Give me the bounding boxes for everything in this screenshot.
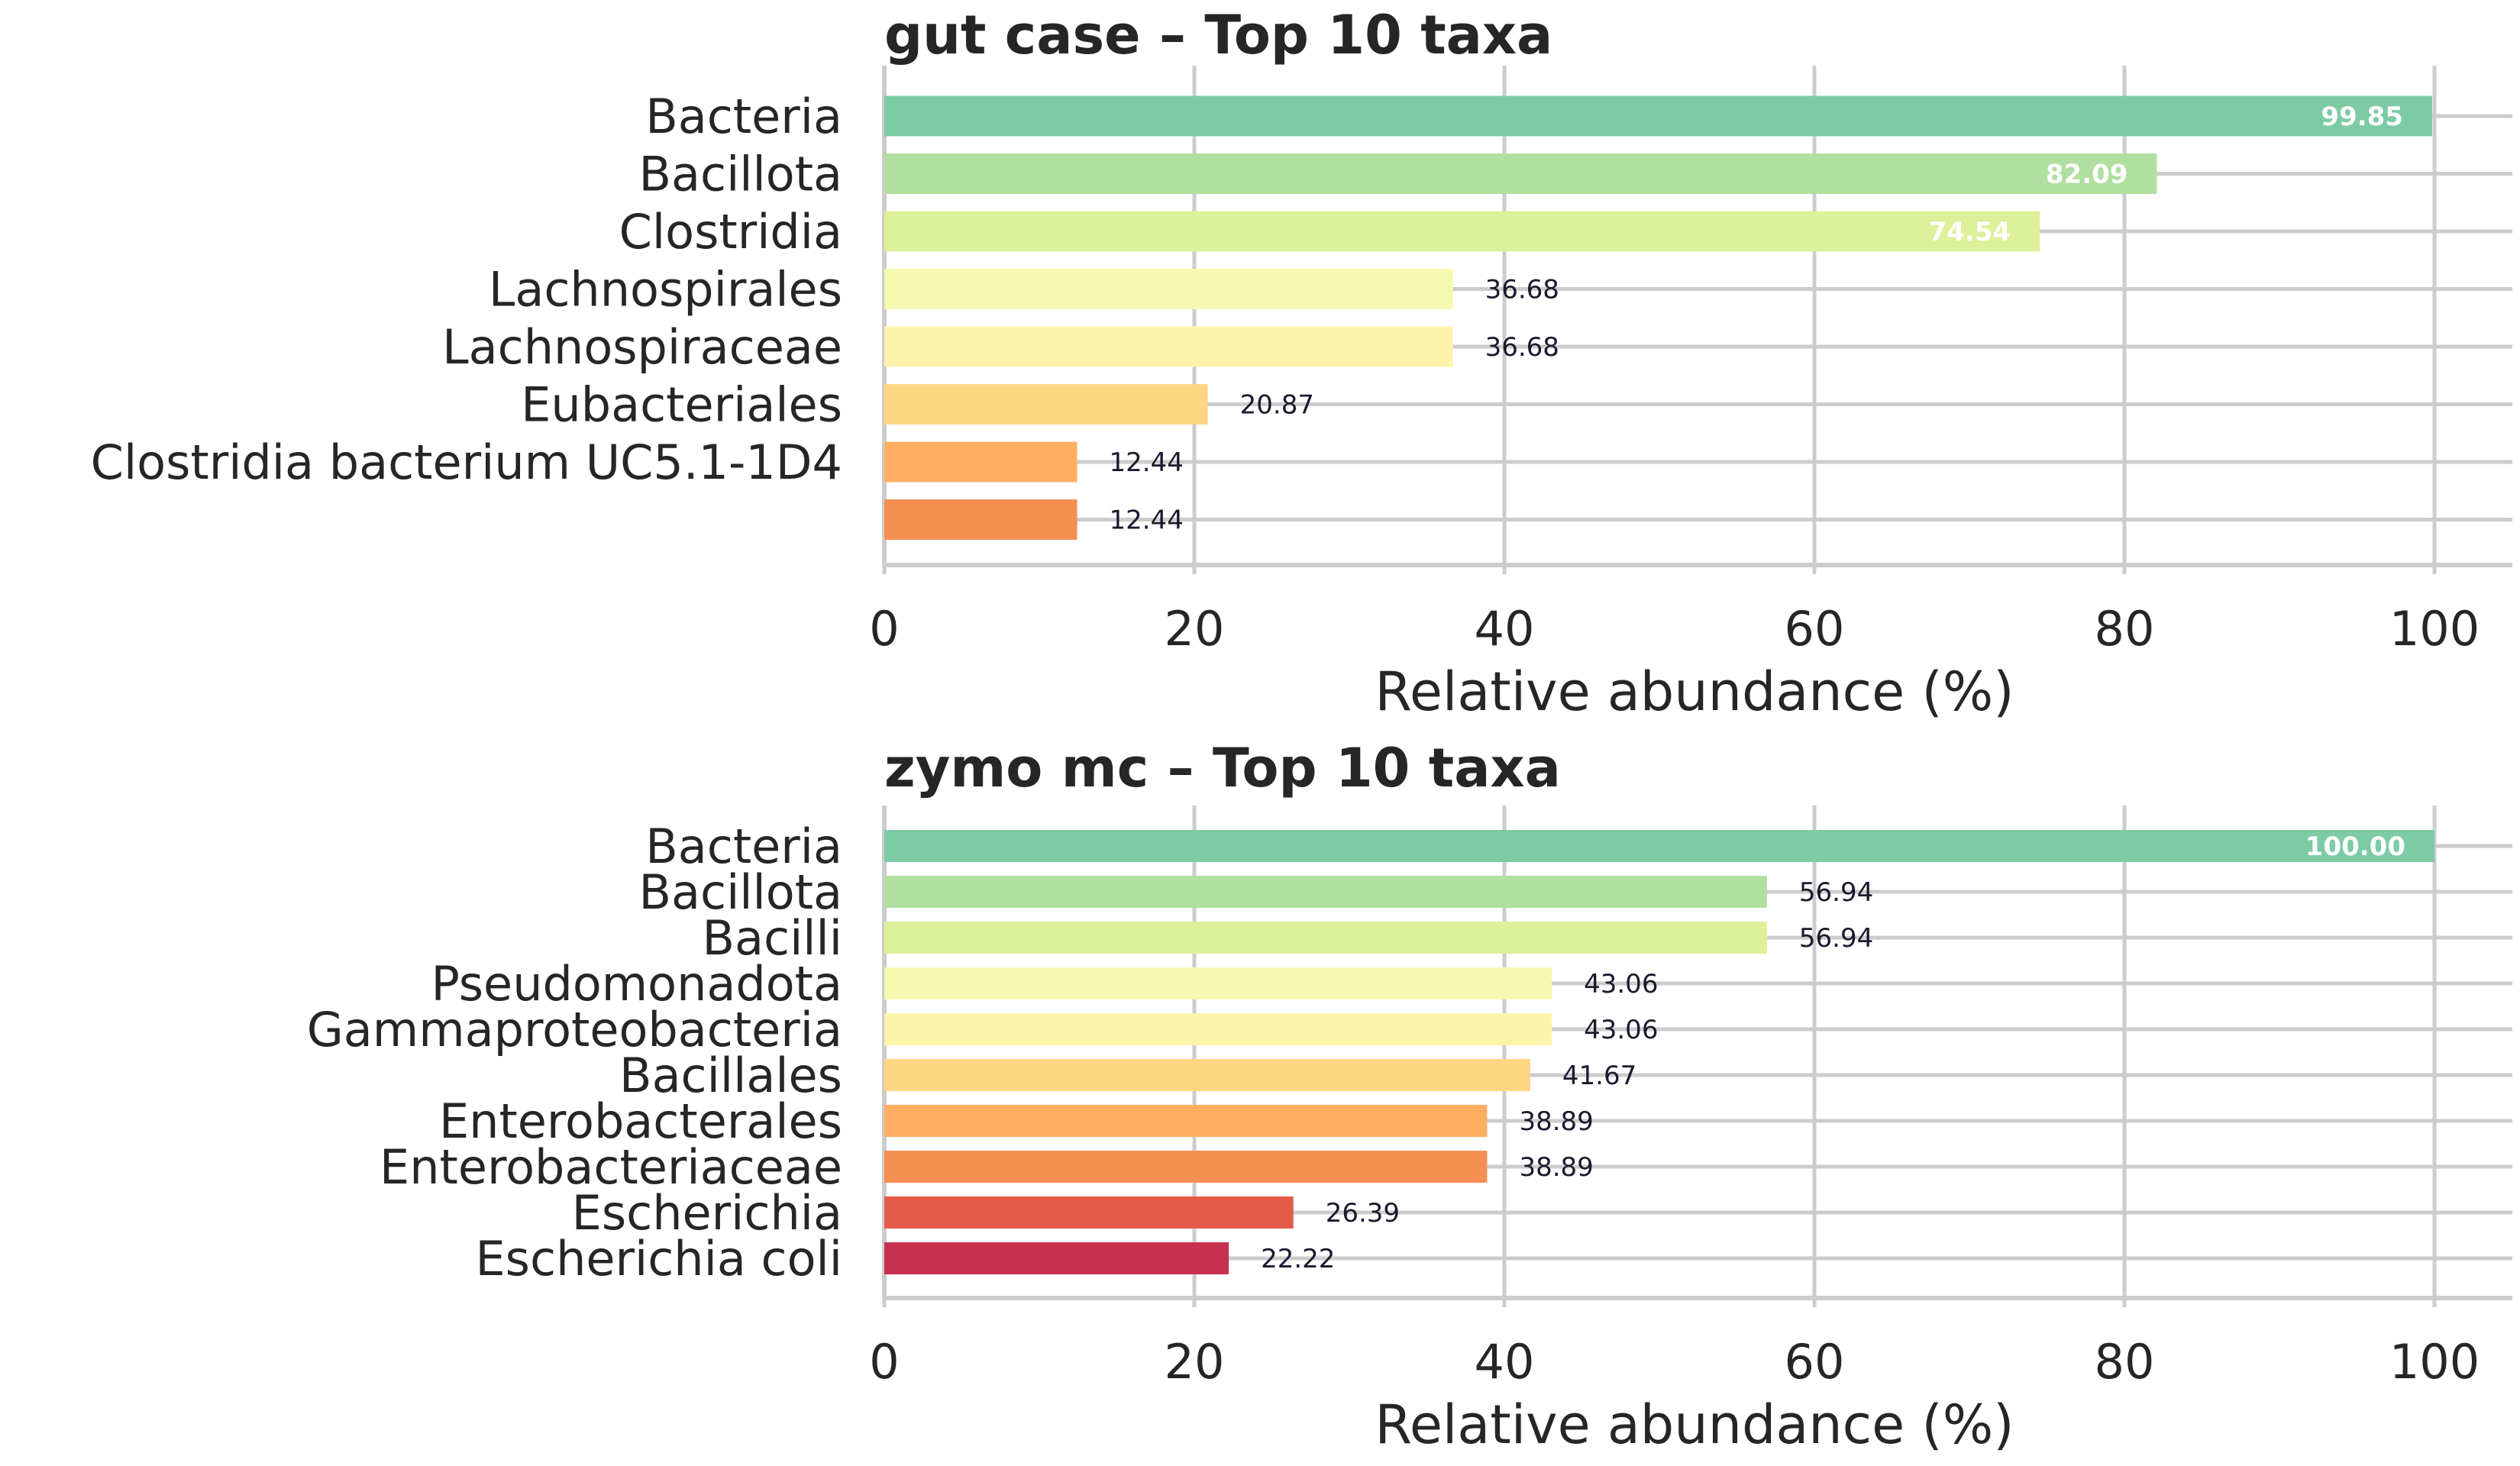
x-tick-label: 40 [1475, 1334, 1535, 1390]
data-label: 82.09 [2046, 160, 2128, 190]
x-tick-label: 0 [869, 1334, 899, 1390]
y-tick-label: Eubacteriales [521, 377, 842, 433]
y-tick-label: Clostridia bacterium UC5.1-1D4 [91, 434, 842, 490]
data-label: 38.89 [1519, 1106, 1593, 1137]
x-tick-label: 60 [1785, 1334, 1845, 1390]
bar [884, 1242, 1229, 1274]
data-label: 38.89 [1519, 1152, 1593, 1183]
data-label: 22.22 [1261, 1244, 1335, 1274]
bar [884, 326, 1453, 367]
y-tick-label: Bacillales [619, 1048, 842, 1103]
data-label: 41.67 [1562, 1061, 1636, 1091]
x-tick-label: 100 [2389, 1334, 2480, 1390]
bar [884, 967, 1552, 999]
x-tick-label: 100 [2389, 601, 2480, 657]
bar [884, 384, 1208, 425]
data-label: 99.85 [2321, 102, 2403, 132]
bar [884, 1013, 1552, 1045]
bar [884, 95, 2432, 137]
chart-title: gut case – Top 10 taxa [884, 4, 1552, 66]
bar [884, 1105, 1488, 1137]
y-tick-label: Lachnospiraceae [442, 319, 842, 375]
y-tick-label: Pseudomonadota [431, 956, 842, 1012]
bar [884, 153, 2157, 194]
y-tick-label: Bacteria [645, 89, 842, 144]
data-label: 12.44 [1110, 505, 1184, 536]
data-label: 43.06 [1584, 1015, 1658, 1045]
y-tick-label: Gammaproteobacteria [307, 1002, 842, 1058]
chart-title: zymo mc – Top 10 taxa [884, 737, 1561, 799]
data-label: 36.68 [1485, 332, 1559, 363]
x-tick-label: 20 [1165, 1334, 1225, 1390]
x-tick-label: 40 [1475, 601, 1535, 657]
y-tick-label: Bacillota [638, 864, 842, 920]
y-tick-label: Escherichia [572, 1185, 842, 1241]
y-tick-label: Bacilli [702, 910, 842, 966]
x-tick-label: 80 [2095, 601, 2155, 657]
x-tick-label: 20 [1165, 601, 1225, 657]
y-tick-label: Enterobacterales [439, 1093, 842, 1149]
bar [884, 269, 1453, 309]
x-tick-label: 60 [1785, 601, 1845, 657]
bar [884, 830, 2434, 862]
y-tick-label: Lachnospirales [489, 262, 842, 318]
x-tick-label: 0 [869, 601, 899, 657]
data-label: 43.06 [1584, 969, 1658, 999]
data-label: 20.87 [1240, 390, 1314, 421]
y-tick-label: Clostridia [619, 204, 842, 260]
data-label: 56.94 [1799, 923, 1873, 954]
bar [884, 1059, 1530, 1091]
data-label: 26.39 [1326, 1198, 1400, 1229]
bar [884, 441, 1077, 483]
bar [884, 922, 1767, 954]
x-axis-label: Relative abundance (%) [1375, 660, 2014, 723]
bar [884, 1196, 1294, 1229]
bar [884, 211, 2040, 252]
bar [884, 499, 1077, 540]
data-label: 36.68 [1485, 275, 1559, 305]
bar [884, 876, 1767, 908]
x-tick-label: 80 [2095, 1334, 2155, 1390]
data-label: 100.00 [2305, 831, 2405, 862]
y-tick-label: Enterobacteriaceae [380, 1139, 842, 1195]
y-tick-label: Escherichia coli [476, 1231, 843, 1287]
y-tick-label: Bacillota [638, 147, 842, 202]
data-label: 74.54 [1929, 217, 2011, 247]
y-tick-label: Bacteria [645, 819, 842, 874]
data-label: 56.94 [1799, 877, 1873, 908]
data-label: 12.44 [1110, 447, 1184, 478]
x-axis-label: Relative abundance (%) [1375, 1393, 2014, 1456]
bar [884, 1151, 1488, 1183]
